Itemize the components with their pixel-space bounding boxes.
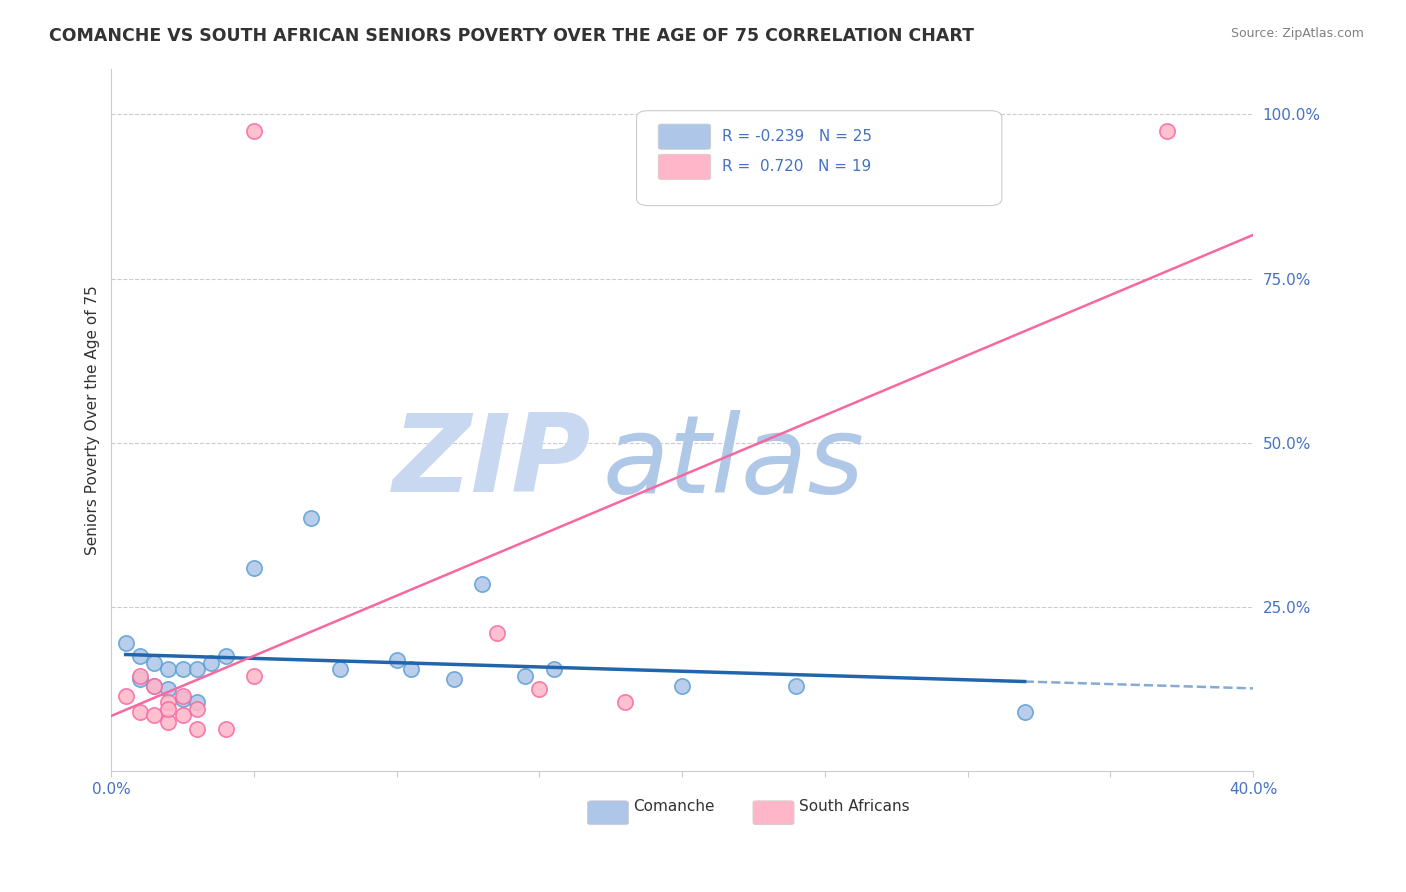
Text: R = -0.239   N = 25: R = -0.239 N = 25 bbox=[723, 129, 872, 145]
Point bbox=[157, 714, 180, 729]
Point bbox=[129, 669, 152, 683]
Point bbox=[200, 656, 222, 670]
Point bbox=[114, 636, 136, 650]
Point bbox=[214, 649, 236, 664]
Point bbox=[143, 708, 166, 723]
Point bbox=[529, 682, 551, 697]
Point bbox=[172, 708, 194, 723]
Point bbox=[157, 663, 180, 677]
Point bbox=[157, 702, 180, 716]
Point bbox=[243, 669, 266, 683]
Point bbox=[143, 679, 166, 693]
Point bbox=[114, 689, 136, 703]
Text: R =  0.720   N = 19: R = 0.720 N = 19 bbox=[723, 160, 872, 175]
Point bbox=[186, 663, 208, 677]
Point bbox=[515, 669, 537, 683]
Point bbox=[172, 663, 194, 677]
Text: atlas: atlas bbox=[602, 409, 865, 515]
Point bbox=[157, 695, 180, 709]
Point bbox=[471, 577, 494, 591]
Text: COMANCHE VS SOUTH AFRICAN SENIORS POVERTY OVER THE AGE OF 75 CORRELATION CHART: COMANCHE VS SOUTH AFRICAN SENIORS POVERT… bbox=[49, 27, 974, 45]
Point bbox=[129, 673, 152, 687]
FancyBboxPatch shape bbox=[658, 154, 711, 179]
Point bbox=[1014, 705, 1036, 719]
Point bbox=[329, 663, 352, 677]
Point bbox=[671, 679, 693, 693]
Y-axis label: Seniors Poverty Over the Age of 75: Seniors Poverty Over the Age of 75 bbox=[86, 285, 100, 555]
Point bbox=[143, 656, 166, 670]
Point bbox=[1156, 124, 1178, 138]
Point bbox=[214, 722, 236, 736]
Point bbox=[172, 689, 194, 703]
Point bbox=[157, 682, 180, 697]
Point bbox=[186, 695, 208, 709]
Point bbox=[785, 679, 807, 693]
Point bbox=[143, 679, 166, 693]
Text: ZIP: ZIP bbox=[392, 409, 591, 515]
Point bbox=[129, 705, 152, 719]
Point bbox=[243, 560, 266, 574]
Point bbox=[186, 722, 208, 736]
FancyBboxPatch shape bbox=[588, 801, 628, 825]
FancyBboxPatch shape bbox=[637, 111, 1002, 205]
Point bbox=[186, 702, 208, 716]
Point bbox=[614, 695, 637, 709]
Point bbox=[399, 663, 422, 677]
FancyBboxPatch shape bbox=[658, 124, 711, 149]
Text: Comanche: Comanche bbox=[633, 799, 714, 814]
Point bbox=[172, 692, 194, 706]
Point bbox=[129, 649, 152, 664]
FancyBboxPatch shape bbox=[754, 801, 794, 825]
Text: Source: ZipAtlas.com: Source: ZipAtlas.com bbox=[1230, 27, 1364, 40]
Point bbox=[243, 124, 266, 138]
Point bbox=[485, 626, 508, 640]
Point bbox=[299, 511, 322, 525]
Point bbox=[443, 673, 465, 687]
Point bbox=[543, 663, 565, 677]
Text: South Africans: South Africans bbox=[799, 799, 910, 814]
Point bbox=[385, 652, 408, 666]
